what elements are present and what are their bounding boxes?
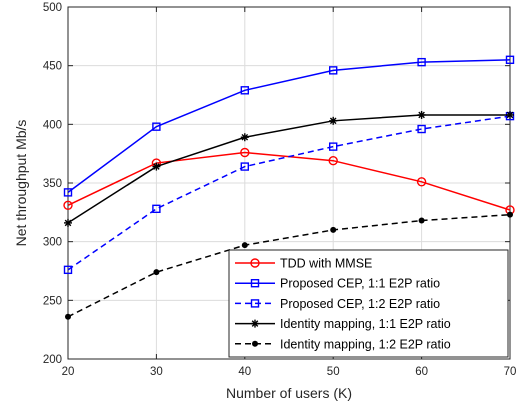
data-point — [418, 217, 425, 224]
data-point — [416, 177, 427, 187]
y-axis-label: Net throughput Mb/s — [13, 120, 29, 247]
y-tick-label: 350 — [43, 178, 62, 190]
series-2 — [63, 55, 515, 197]
data-point — [330, 226, 337, 233]
x-tick-label: 60 — [415, 366, 428, 378]
x-tick-label: 40 — [238, 366, 251, 378]
data-point — [63, 265, 73, 275]
legend-marker — [250, 279, 260, 288]
legend-label: Identity mapping, 1:2 E2P ratio — [280, 337, 451, 351]
data-point — [329, 66, 338, 75]
series-3 — [63, 111, 515, 275]
data-point — [417, 110, 426, 119]
x-tick-label: 20 — [62, 366, 75, 378]
data-point — [240, 133, 249, 142]
data-point — [417, 124, 426, 134]
data-point — [63, 188, 73, 197]
data-point — [152, 204, 161, 214]
legend-marker — [251, 319, 259, 328]
series-layer — [63, 55, 515, 320]
y-tick-label: 450 — [43, 61, 62, 73]
legend-label: Proposed CEP, 1:1 E2P ratio — [280, 277, 440, 291]
y-tick-label: 250 — [43, 295, 62, 307]
data-point — [507, 211, 513, 218]
series-5 — [65, 211, 513, 320]
x-axis-label: Number of users (K) — [226, 385, 352, 401]
legend-marker — [250, 299, 260, 308]
data-point — [329, 142, 338, 151]
legend-marker — [250, 258, 260, 268]
data-point — [506, 110, 514, 119]
legend-label: TDD with MMSE — [280, 257, 372, 271]
legend-box — [228, 249, 509, 358]
series-4 — [64, 110, 514, 227]
x-tick-label: 70 — [504, 366, 517, 378]
data-point — [240, 147, 250, 158]
legend-marker — [252, 340, 258, 347]
data-point — [240, 86, 250, 95]
y-tick-label: 300 — [43, 237, 62, 249]
data-point — [329, 116, 338, 125]
legend: TDD with MMSE Proposed CEP, 1:1 E2P ratio… — [228, 249, 509, 358]
series-line — [67, 213, 511, 318]
axis-ticks: 20 30 40 50 60 70 200 250 300 350 400 450 500 — [43, 2, 517, 378]
y-tick-label: 200 — [43, 354, 62, 366]
data-point — [153, 269, 160, 276]
series-line — [67, 115, 511, 271]
data-point — [63, 200, 73, 210]
data-point — [241, 242, 248, 249]
data-point — [64, 218, 72, 227]
series-1 — [63, 147, 515, 215]
series-line — [67, 114, 510, 224]
x-tick-label: 30 — [150, 366, 163, 378]
data-point — [328, 156, 338, 166]
y-tick-label: 500 — [43, 2, 62, 14]
series-line — [67, 59, 511, 193]
legend-label: Proposed CEP, 1:2 E2P ratio — [280, 297, 440, 311]
x-tick-label: 50 — [327, 366, 340, 378]
data-point — [505, 55, 515, 64]
data-point — [240, 162, 250, 171]
y-tick-label: 400 — [43, 119, 62, 131]
data-point — [152, 122, 161, 131]
legend-label: Identity mapping, 1:1 E2P ratio — [280, 317, 451, 331]
data-point — [65, 313, 71, 320]
data-point — [152, 162, 161, 171]
data-point — [417, 57, 426, 67]
